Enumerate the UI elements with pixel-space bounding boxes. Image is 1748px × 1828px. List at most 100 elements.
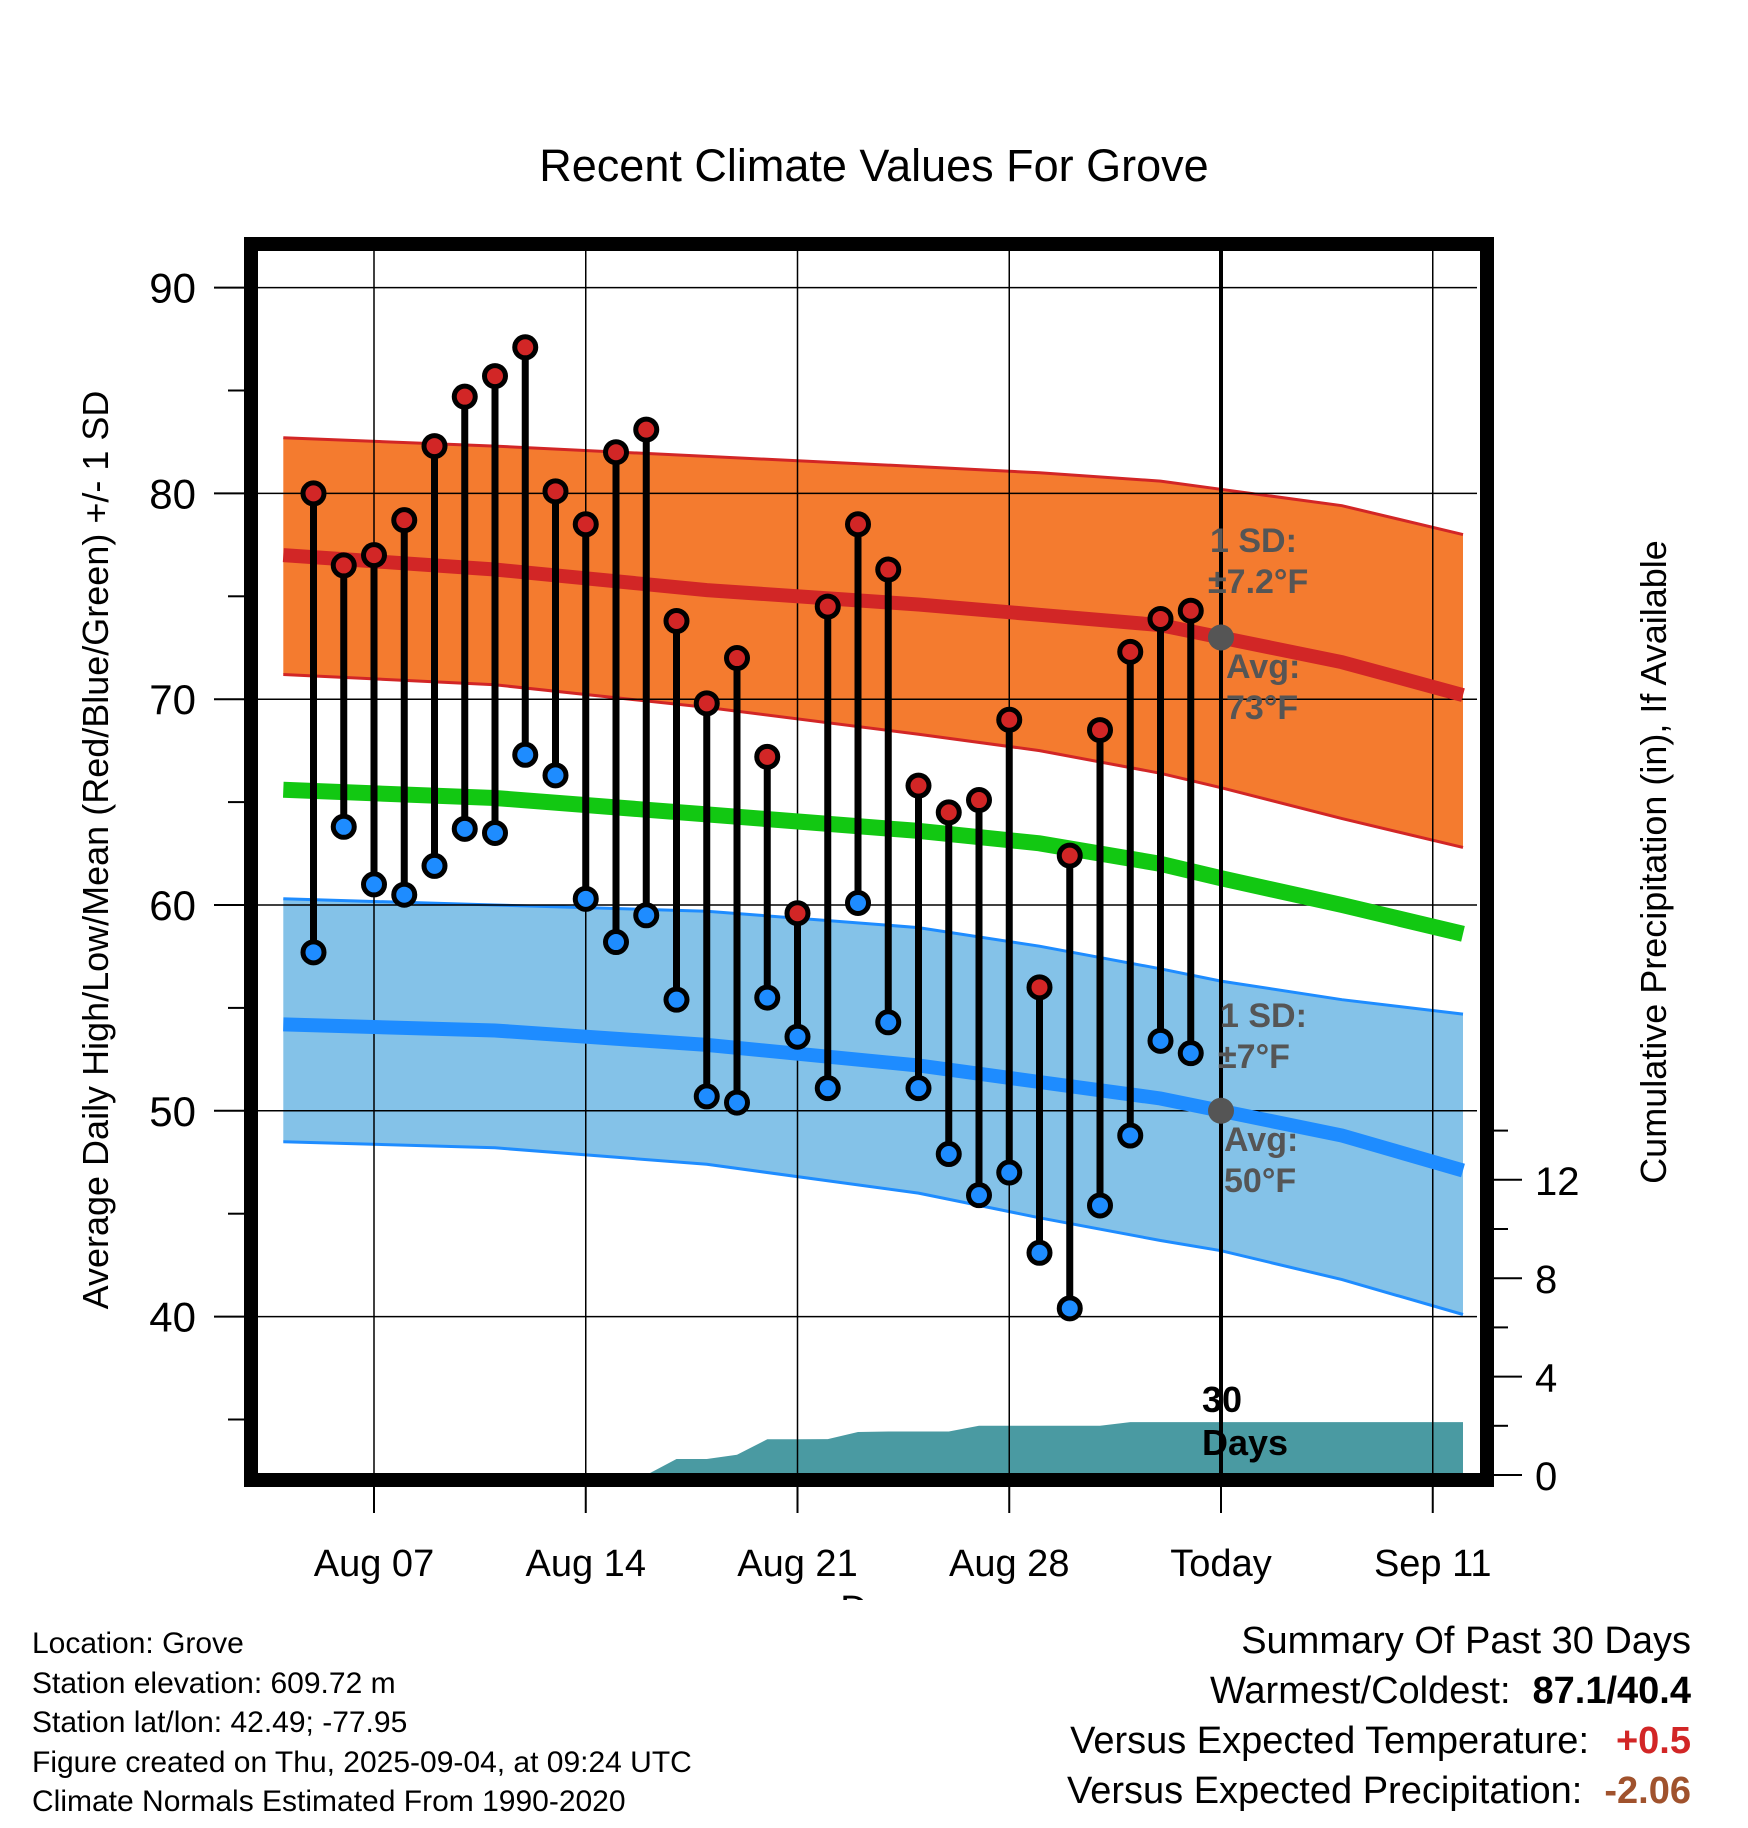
plot-frame <box>244 237 1494 1487</box>
latlon-text: Station lat/lon: 42.49; -77.95 <box>32 1706 408 1739</box>
obs-low-point <box>1117 1122 1144 1149</box>
obs-high-point <box>784 900 811 927</box>
obs-low-point <box>693 1083 720 1110</box>
low-sd-upper-edge <box>283 897 1464 1016</box>
obs-low-point <box>845 889 871 916</box>
precip-area <box>283 1422 1463 1475</box>
obs-high-point <box>875 556 902 583</box>
elevation-text: Station elevation: 609.72 m <box>32 1666 396 1700</box>
precip-vs-expected-label: Versus Expected Precipitation: <box>1066 1770 1583 1812</box>
obs-low-point <box>361 871 387 898</box>
obs-high-point <box>1026 974 1053 1001</box>
precip-vs-expected-value: -2.06 <box>1604 1770 1691 1812</box>
obs-low-point <box>935 1141 962 1168</box>
obs-high-point <box>935 799 962 826</box>
high-sd-label: 1 SD: <box>1210 522 1297 560</box>
obs-low-point <box>1056 1295 1083 1322</box>
obs-high-point <box>1147 605 1174 632</box>
y-axis-label: Average Daily High/Low/Mean (Red/Blue/Gr… <box>75 391 116 1310</box>
x-tick-label: Aug 28 <box>949 1543 1069 1585</box>
obs-low-point <box>572 885 599 912</box>
obs-high-point <box>663 607 690 634</box>
x-tick-label: Today <box>1170 1543 1271 1585</box>
obs-high-point <box>603 439 629 466</box>
x-axis-label: Day <box>840 1589 908 1600</box>
obs-low-point <box>966 1182 992 1209</box>
y2-tick-label: 0 <box>1535 1455 1557 1499</box>
obs-low-point <box>663 986 690 1013</box>
y-tick-label: 90 <box>149 265 196 312</box>
obs-low-point <box>814 1075 841 1102</box>
obs-low-point <box>603 929 629 956</box>
warm-cold-label: Warmest/Coldest: <box>1209 1670 1511 1712</box>
high-sd-value: ±7.2°F <box>1208 563 1308 601</box>
obs-low-point <box>724 1089 750 1116</box>
obs-high-point <box>391 507 418 534</box>
y2-axis-label: Cumulative Precipitation (in), If Availa… <box>1633 540 1674 1184</box>
obs-high-point <box>361 542 387 569</box>
y2-tick-label: 12 <box>1535 1160 1580 1204</box>
obs-low-point <box>633 902 660 929</box>
obs-high-point <box>451 383 478 410</box>
x-tick-label: Sep 11 <box>1374 1543 1492 1585</box>
y-tick-label: 50 <box>149 1088 196 1135</box>
station-info: Location: Grove Station elevation: 609.7… <box>32 1624 692 1822</box>
obs-low-point <box>784 1023 811 1050</box>
high-sd-upper-edge <box>283 436 1464 537</box>
obs-high-point <box>1117 638 1144 665</box>
temp-vs-expected-value: +0.5 <box>1615 1720 1691 1762</box>
high-sd-band <box>283 437 1463 848</box>
high-sd-lower-edge <box>283 673 1464 849</box>
low-sd-label: 1 SD: <box>1220 997 1307 1035</box>
normals-text: Climate Normals Estimated From 1990-2020 <box>32 1785 626 1818</box>
obs-low-point <box>1026 1239 1053 1266</box>
obs-high-point <box>1056 842 1083 869</box>
obs-low-point <box>1177 1040 1204 1067</box>
obs-high-point <box>633 416 660 443</box>
obs-high-point <box>1177 597 1204 624</box>
obs-high-point <box>966 787 992 814</box>
obs-low-point <box>482 819 508 846</box>
obs-low-point <box>542 762 569 789</box>
x-tick-label: Aug 07 <box>314 1543 434 1585</box>
obs-high-point <box>300 480 327 507</box>
obs-low-point <box>875 1009 902 1036</box>
y-tick-label: 60 <box>149 882 196 929</box>
obs-high-point <box>845 511 871 538</box>
y2-tick-label: 8 <box>1535 1258 1557 1302</box>
chart-title: Recent Climate Values For Grove <box>539 140 1208 191</box>
normal-high-line <box>282 548 1465 702</box>
summary-title: Summary Of Past 30 Days <box>1241 1620 1691 1662</box>
axes: 40 50 60 70 80 90 0 4 8 12 Aug 07 Aug 14 Aug 21 Aug 2… <box>149 265 1579 1585</box>
temp-vs-expected-label: Versus Expected Temperature: <box>1070 1720 1589 1762</box>
obs-low-point <box>754 984 781 1011</box>
obs-low-point <box>300 939 327 966</box>
obs-low-point <box>330 813 357 840</box>
obs-high-point <box>512 334 539 361</box>
location-text: Location: Grove <box>32 1627 244 1660</box>
normal-mean-line <box>282 781 1465 942</box>
obs-low-point <box>421 852 448 879</box>
low-avg-label: Avg: <box>1224 1121 1298 1159</box>
low-sd-band <box>283 898 1463 1315</box>
x-tick-label: Aug 14 <box>526 1543 646 1585</box>
high-avg-value: 73°F <box>1226 689 1298 727</box>
high-avg-label: Avg: <box>1226 648 1300 686</box>
obs-low-point <box>905 1075 932 1102</box>
created-text: Figure created on Thu, 2025-09-04, at 09… <box>32 1745 692 1779</box>
plot-border <box>244 237 1494 1487</box>
precip-days-label-2: Days <box>1202 1422 1288 1463</box>
y-tick-label: 40 <box>149 1294 196 1341</box>
obs-high-point <box>482 363 508 390</box>
x-tick-label: Aug 21 <box>737 1543 857 1585</box>
summary-temperature: Versus Expected Temperature: +0.5 <box>1067 1716 1691 1766</box>
today-high-avg-marker <box>1208 624 1234 651</box>
obs-low-point <box>391 881 418 908</box>
warm-cold-value: 87.1/40.4 <box>1532 1670 1691 1712</box>
y-tick-label: 70 <box>149 676 196 723</box>
obs-high-point <box>905 772 932 799</box>
y2-tick-label: 4 <box>1535 1357 1557 1401</box>
obs-high-point <box>1087 717 1113 744</box>
obs-low-point <box>451 815 478 842</box>
